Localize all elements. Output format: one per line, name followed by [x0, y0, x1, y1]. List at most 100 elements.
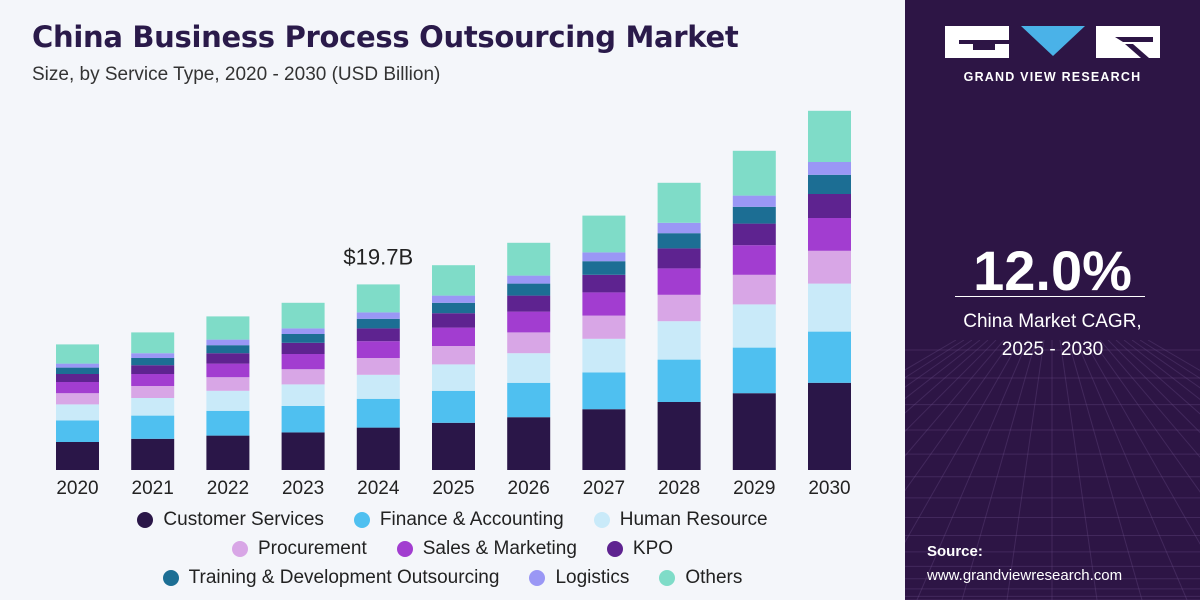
legend-label: Others	[685, 566, 743, 588]
bar-segment-2022-sales-marketing	[206, 363, 250, 378]
bar-segment-2024-procurement	[356, 358, 400, 375]
bar-segment-2024-others	[356, 284, 400, 313]
bar-segment-2024-customer-services	[356, 427, 400, 470]
bar-segment-2024-sales-marketing	[356, 341, 400, 358]
bar-segment-2027-procurement	[582, 315, 626, 339]
bar-segment-2027-sales-marketing	[582, 292, 626, 316]
bar-segment-2026-human-resource	[507, 353, 551, 383]
bar-segment-2025-finance-accounting	[432, 390, 475, 423]
chart-title: China Business Process Outsourcing Marke…	[32, 20, 739, 54]
bar-segment-2020-kpo	[56, 374, 99, 382]
bar-segment-2021-logistics	[131, 353, 175, 358]
x-tick-label: 2030	[808, 478, 850, 499]
source-label: Source:	[927, 543, 983, 560]
bar-segment-2020-procurement	[56, 393, 99, 405]
bar-segment-2026-procurement	[507, 332, 551, 354]
cagr-value: 12.0%	[973, 239, 1132, 302]
bar-segment-2020-human-resource	[56, 404, 99, 421]
bar-segment-2030-customer-services	[808, 382, 851, 470]
bar-segment-2029-procurement	[732, 274, 776, 305]
chart-legend: Customer Services Finance & Accounting Hum…	[0, 505, 905, 592]
bar-segment-2023-kpo	[281, 342, 325, 354]
bar-segment-2028-human-resource	[657, 321, 701, 360]
bar-segment-2027-human-resource	[582, 338, 626, 373]
cagr-label: China Market CAGR, 2025 - 2030	[905, 308, 1200, 364]
bar-segment-2028-kpo	[657, 248, 701, 269]
bar-segment-2021-customer-services	[131, 438, 175, 470]
bar-segment-2029-human-resource	[732, 304, 776, 348]
bar-segment-2027-kpo	[582, 274, 626, 293]
bar-segment-2022-customer-services	[206, 435, 250, 470]
bar-segment-2021-training-development-outsourcing	[131, 358, 175, 366]
bar-segment-2023-customer-services	[281, 432, 325, 470]
bar-segment-2030-training-development-outsourcing	[808, 174, 851, 194]
x-tick-label: 2025	[432, 478, 474, 499]
legend-item: Human Resource	[593, 509, 768, 531]
legend-item: Logistics	[529, 567, 629, 589]
legend-swatch	[353, 511, 370, 528]
bar-segment-2027-others	[582, 215, 626, 253]
bar-segment-2030-finance-accounting	[808, 331, 851, 383]
legend-item: Others	[659, 567, 742, 589]
bar-segment-2030-others	[808, 110, 851, 162]
brand-name: GRAND VIEW RESEARCH	[963, 70, 1142, 84]
bar-segment-2021-human-resource	[131, 398, 175, 416]
bar-segment-2025-sales-marketing	[432, 327, 475, 346]
legend-swatch	[659, 569, 676, 586]
bar-segment-2025-logistics	[432, 295, 475, 303]
bar-segment-2028-others	[657, 182, 701, 223]
x-tick-label: 2029	[733, 478, 775, 499]
decorative-grid	[905, 340, 1200, 600]
bar-segment-2023-finance-accounting	[281, 406, 325, 433]
stacked-bar-chart: 2020 2021 2022 2023 2024 $19.7B 2025 2026 2027 20…	[56, 110, 851, 499]
bar-segment-2021-sales-marketing	[131, 374, 175, 386]
bar-segment-2025-customer-services	[432, 422, 475, 470]
legend-label: KPO	[632, 537, 674, 559]
legend-label: Logistics	[555, 566, 630, 588]
legend-label: Finance & Accounting	[379, 508, 564, 530]
bar-segment-2022-others	[206, 316, 250, 340]
legend-swatch	[396, 540, 413, 557]
bar-segment-2023-others	[281, 302, 325, 329]
bar-segment-2023-human-resource	[281, 384, 325, 406]
x-tick-label: 2020	[56, 478, 98, 499]
x-tick-label: 2021	[132, 478, 174, 499]
sidebar-panel: GRAND VIEW RESEARCH 12.0% China Market C…	[905, 0, 1200, 600]
chart-subtitle: Size, by Service Type, 2020 - 2030 (USD …	[32, 64, 441, 85]
x-tick-label: 2022	[207, 478, 249, 499]
bar-segment-2023-logistics	[281, 328, 325, 334]
source-url[interactable]: www.grandviewresearch.com	[927, 567, 1123, 584]
bar-segment-2026-kpo	[507, 295, 551, 312]
legend-item: Customer Services	[137, 509, 324, 531]
bar-segment-2028-finance-accounting	[657, 359, 701, 402]
bar-segment-2024-training-development-outsourcing	[356, 318, 400, 329]
x-tick-label: 2027	[583, 478, 625, 499]
legend-swatch	[137, 511, 154, 528]
bar-segment-2020-finance-accounting	[56, 420, 99, 442]
bar-segment-2022-procurement	[206, 377, 250, 391]
bar-segment-2029-customer-services	[732, 393, 776, 470]
x-tick-label: 2026	[508, 478, 550, 499]
bar-segment-2029-logistics	[732, 195, 776, 207]
legend-item: Training & Development Outsourcing	[162, 566, 500, 589]
bar-segment-2020-logistics	[56, 363, 99, 368]
bar-segment-2030-human-resource	[808, 283, 851, 332]
legend-row: Training & Development Outsourcing Logist…	[0, 563, 905, 592]
bar-segment-2027-customer-services	[582, 409, 626, 470]
chart-panel: China Business Process Outsourcing Marke…	[0, 20, 905, 592]
bar-segment-2027-training-development-outsourcing	[582, 261, 626, 275]
bar-segment-2027-logistics	[582, 252, 626, 262]
x-tick-label: 2028	[658, 478, 700, 499]
legend-label: Customer Services	[163, 508, 324, 530]
bar-segment-2028-procurement	[657, 294, 701, 322]
legend-label: Training & Development Outsourcing	[188, 566, 500, 588]
x-tick-label: 2024	[357, 478, 400, 499]
bar-segment-2024-finance-accounting	[356, 398, 400, 428]
bar-segment-2025-others	[432, 265, 475, 296]
bar-segment-2025-training-development-outsourcing	[432, 302, 475, 314]
bar-segment-2029-sales-marketing	[732, 245, 776, 275]
bar-segment-2023-training-development-outsourcing	[281, 334, 325, 343]
bar-segment-2026-sales-marketing	[507, 311, 551, 333]
bar-segment-2028-customer-services	[657, 402, 701, 470]
cagr-divider	[955, 296, 1145, 297]
